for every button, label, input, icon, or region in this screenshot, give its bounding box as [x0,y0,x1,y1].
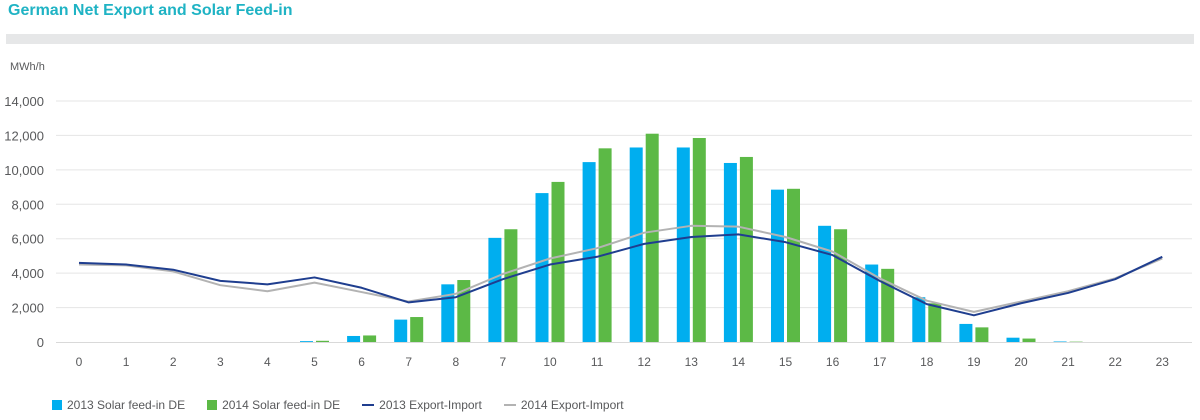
bar-2013-solar-feed-in-de [300,341,313,342]
x-tick-label: 22 [1109,355,1123,369]
x-tick-label: 7 [405,355,412,369]
x-tick-label: 21 [1061,355,1075,369]
x-tick-label: 6 [358,355,365,369]
bar-2014-solar-feed-in-de [551,181,565,342]
bar-2014-solar-feed-in-de [692,138,706,342]
bar-2013-solar-feed-in-de [582,162,596,342]
legend-label: 2014 Solar feed-in DE [222,398,341,412]
legend-item: 2013 Solar feed-in DE [52,398,185,412]
bar-2014-solar-feed-in-de [834,229,848,342]
y-tick-label: 4,000 [11,266,44,281]
x-tick-label: 10 [543,355,557,369]
bar-2013-solar-feed-in-de [912,297,926,342]
x-tick-label: 16 [826,355,840,369]
x-tick-label: 13 [685,355,699,369]
legend-swatch [362,404,375,406]
title-divider [6,34,1194,44]
legend-swatch [207,400,218,410]
x-tick-label: 18 [920,355,934,369]
chart-legend: 2013 Solar feed-in DE 2014 Solar feed-in … [52,398,646,412]
bar-2014-solar-feed-in-de [645,133,659,342]
y-tick-label: 10,000 [4,163,44,178]
bar-2013-solar-feed-in-de [771,189,784,342]
x-tick-label: 3 [217,355,224,369]
bar-2013-solar-feed-in-de [723,162,737,342]
x-tick-label: 20 [1014,355,1028,369]
bar-2013-solar-feed-in-de [676,147,690,342]
x-tick-label: 7 [500,355,507,369]
y-tick-label: 0 [37,335,44,350]
bar-2013-solar-feed-in-de [488,237,502,342]
legend-item: 2014 Solar feed-in DE [207,398,340,412]
x-tick-label: 23 [1156,355,1170,369]
bar-2013-solar-feed-in-de [394,319,408,342]
x-tick-label: 1 [123,355,130,369]
x-tick-label: 4 [264,355,271,369]
y-tick-label: 8,000 [11,197,44,212]
legend-label: 2013 Solar feed-in DE [67,398,186,412]
bar-2014-solar-feed-in-de [975,327,989,342]
y-tick-label: 12,000 [4,128,44,143]
bar-2013-solar-feed-in-de [959,323,973,342]
legend-swatch [503,404,516,406]
bar-2014-solar-feed-in-de [316,340,329,342]
x-tick-label: 11 [591,355,604,369]
bar-2014-solar-feed-in-de [739,156,753,342]
bar-2013-solar-feed-in-de [441,284,455,342]
line-2014-export-import [78,224,1163,313]
bar-2013-solar-feed-in-de [865,264,879,342]
x-tick-label: 2 [170,355,177,369]
bar-2013-solar-feed-in-de [1053,341,1067,342]
bar-2013-solar-feed-in-de [347,335,361,342]
y-tick-label: 6,000 [11,232,44,247]
bar-2014-solar-feed-in-de [504,229,518,342]
legend-item: 2013 Export-Import [362,398,482,412]
x-tick-label: 8 [452,355,459,369]
x-tick-label: 15 [779,355,793,369]
y-tick-label: 14,000 [4,94,44,109]
y-axis-label: MWh/h [10,61,45,73]
x-tick-label: 19 [967,355,981,369]
legend-item: 2014 Export-Import [503,398,624,412]
bar-2013-solar-feed-in-de [1006,337,1020,342]
bar-2013-solar-feed-in-de [629,147,643,342]
legend-swatch [52,400,62,410]
y-tick-label: 2,000 [11,301,44,316]
bar-2014-solar-feed-in-de [787,188,800,342]
bar-2014-solar-feed-in-de [410,317,424,342]
bar-2014-solar-feed-in-de [363,335,377,342]
chart-title: German Net Export and Solar Feed-in [8,2,293,19]
legend-label: 2014 Export-Import [520,398,624,412]
bar-2014-solar-feed-in-de [1022,338,1036,342]
x-tick-label: 0 [76,355,83,369]
x-tick-label: 17 [873,355,887,369]
x-tick-label: 5 [311,355,318,369]
bar-2014-solar-feed-in-de [928,303,942,342]
x-tick-label: 14 [732,355,746,369]
bar-2013-solar-feed-in-de [818,225,832,342]
legend-label: 2013 Export-Import [379,398,482,412]
x-tick-label: 12 [638,355,652,369]
line-2013-export-import [78,233,1163,317]
